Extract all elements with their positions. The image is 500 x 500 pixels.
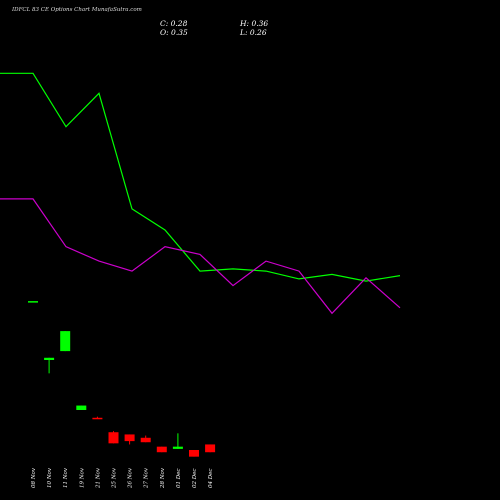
candle-28-nov	[156, 446, 167, 453]
candle-body	[44, 357, 55, 360]
x-tick-label: 25 Nov	[112, 467, 118, 489]
candle-01-dec	[172, 433, 183, 449]
candle-body	[108, 432, 119, 444]
candle-04-dec	[205, 444, 216, 453]
x-tick-label: 10 Nov	[47, 467, 53, 488]
candle-27-nov	[140, 435, 151, 443]
candle-body	[205, 444, 216, 453]
candle-body	[92, 417, 103, 420]
candle-body	[189, 450, 199, 457]
chart-title: IDFCL 83 CE Options Chart MunafaSutra.co…	[12, 7, 142, 13]
candle-26-nov	[124, 434, 135, 445]
candle-body	[156, 446, 167, 453]
close-value: C: 0.28	[160, 19, 188, 28]
candle-body	[28, 301, 38, 303]
candles	[28, 301, 216, 457]
candle-25-nov	[108, 431, 119, 444]
candle-body	[172, 446, 183, 449]
candle-body	[140, 437, 151, 443]
x-tick-label: 01 Dec	[176, 469, 182, 489]
lower-indicator-line	[0, 198, 401, 315]
candle-08-nov	[28, 301, 38, 303]
candle-02-dec	[189, 450, 199, 457]
x-tick-label: 21 Nov	[95, 467, 101, 489]
x-tick-label: 08 Nov	[31, 467, 37, 488]
x-tick-label: 26 Nov	[128, 467, 134, 489]
open-value: O: 0.35	[160, 28, 188, 37]
x-tick-label: 04 Dec	[208, 469, 214, 489]
x-tick-label: 28 Nov	[160, 467, 166, 489]
upper-indicator-line	[0, 72, 401, 282]
high-value: H: 0.36	[240, 19, 269, 28]
x-tick-label: 19 Nov	[79, 467, 85, 488]
low-value: L: 0.26	[240, 28, 267, 37]
indicator-lines	[0, 72, 401, 315]
x-axis-labels: 08 Nov 10 Nov 11 Nov 19 Nov 21 Nov 25 Nov 26 N…	[31, 467, 214, 489]
x-tick-label: 11 Nov	[63, 467, 69, 488]
x-tick-label: 27 Nov	[144, 467, 150, 489]
candle-10-nov	[44, 357, 55, 374]
candle-body	[60, 331, 71, 352]
candle-body	[124, 434, 135, 442]
candle-21-nov	[92, 416, 103, 420]
x-tick-label: 02 Dec	[192, 469, 198, 489]
candle-11-nov	[60, 331, 71, 352]
candle-body	[76, 405, 87, 410]
candle-19-nov	[76, 405, 87, 410]
